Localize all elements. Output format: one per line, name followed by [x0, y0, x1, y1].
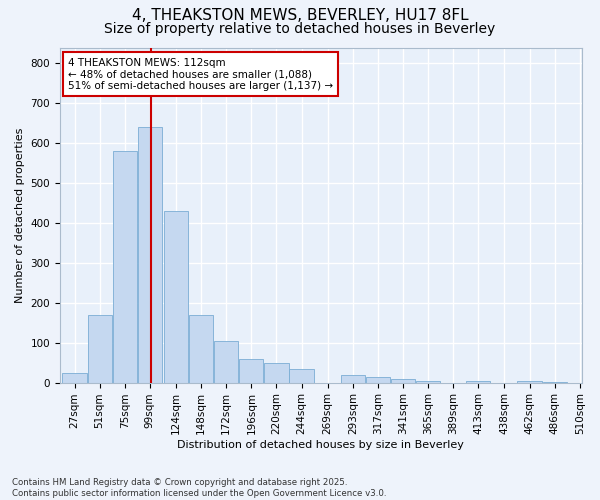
Bar [391, 380, 415, 382]
Bar [62, 372, 86, 382]
Text: 4 THEAKSTON MEWS: 112sqm
← 48% of detached houses are smaller (1,088)
51% of sem: 4 THEAKSTON MEWS: 112sqm ← 48% of detach… [68, 58, 333, 91]
Bar [289, 368, 314, 382]
Y-axis label: Number of detached properties: Number of detached properties [15, 128, 25, 302]
Bar [239, 358, 263, 382]
Bar [164, 211, 188, 382]
Bar [189, 315, 213, 382]
Text: Size of property relative to detached houses in Beverley: Size of property relative to detached ho… [104, 22, 496, 36]
Bar [341, 376, 365, 382]
Text: Contains HM Land Registry data © Crown copyright and database right 2025.
Contai: Contains HM Land Registry data © Crown c… [12, 478, 386, 498]
Bar [214, 340, 238, 382]
Bar [138, 128, 162, 382]
Bar [88, 315, 112, 382]
Bar [366, 377, 390, 382]
Bar [264, 362, 289, 382]
Bar [113, 151, 137, 382]
Text: 4, THEAKSTON MEWS, BEVERLEY, HU17 8FL: 4, THEAKSTON MEWS, BEVERLEY, HU17 8FL [131, 8, 469, 22]
Bar [416, 381, 440, 382]
X-axis label: Distribution of detached houses by size in Beverley: Distribution of detached houses by size … [178, 440, 464, 450]
Bar [466, 381, 490, 382]
